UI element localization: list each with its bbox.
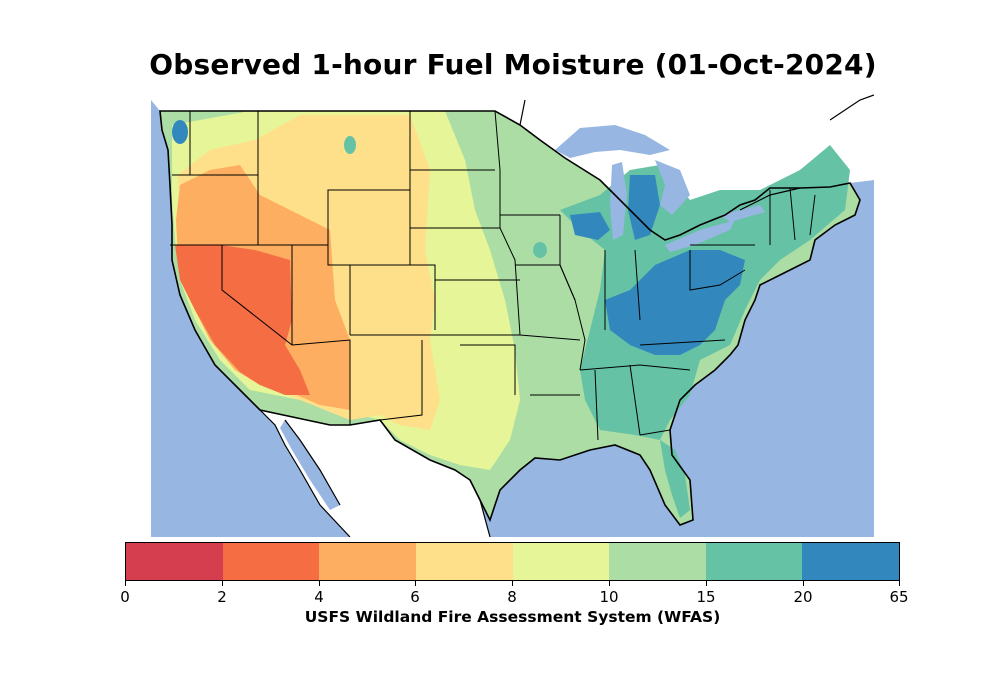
colorbar-tick-label: 6 (410, 588, 420, 606)
colorbar-tick (899, 581, 900, 586)
colorbar-tick (125, 581, 126, 586)
colorbar-tick-label: 10 (599, 588, 619, 606)
lake-michigan (610, 162, 627, 240)
colorbar-tick (803, 581, 804, 586)
map-title: Observed 1-hour Fuel Moisture (01-Oct-20… (149, 48, 877, 81)
colorbar-tick-label: 20 (793, 588, 813, 606)
wet-pocket-iowa (533, 242, 547, 258)
zone-15-20-florida (660, 440, 690, 518)
coastline-details (259, 94, 874, 537)
mexico-land (260, 410, 490, 537)
zone-2-4 (175, 245, 310, 395)
fuel-moisture-map (151, 83, 874, 537)
colorbar-label: USFS Wildland Fire Assessment System (WF… (304, 608, 721, 626)
colorbar (125, 542, 900, 581)
zone-20-65-appalachia (605, 250, 745, 355)
colorbar-segment (609, 543, 706, 580)
colorbar-tick (609, 581, 610, 586)
zone-20-65-michigan (628, 175, 660, 240)
lake-ontario (720, 205, 765, 222)
lake-superior (555, 125, 670, 158)
colorbar-segment (319, 543, 416, 580)
wet-pocket-washington (172, 120, 188, 144)
state-borders (170, 110, 816, 441)
colorbar-tick (706, 581, 707, 586)
colorbar-tick-label: 65 (889, 588, 909, 606)
zone-20-65-wisconsin (570, 212, 610, 240)
colorbar-tick (415, 581, 416, 586)
lake-huron (655, 160, 690, 215)
colorbar-segment (415, 543, 513, 580)
lake-erie (665, 220, 735, 252)
gulf-of-california (280, 420, 340, 510)
colorbar-segment (222, 543, 320, 580)
colorbar-segment (705, 543, 803, 580)
colorbar-segment (126, 543, 223, 580)
colorbar-tick-label: 4 (314, 588, 324, 606)
wet-pocket-montana (344, 136, 356, 154)
colorbar-tick-label: 0 (120, 588, 130, 606)
colorbar-tick-label: 15 (696, 588, 716, 606)
colorbar-segment (512, 543, 610, 580)
colorbar-tick (319, 581, 320, 586)
colorbar-tick-label: 2 (217, 588, 227, 606)
colorbar-tick (222, 581, 223, 586)
colorbar-tick (512, 581, 513, 586)
colorbar-tick-label: 8 (507, 588, 517, 606)
us-outline (159, 110, 861, 526)
colorbar-segment (802, 543, 899, 580)
